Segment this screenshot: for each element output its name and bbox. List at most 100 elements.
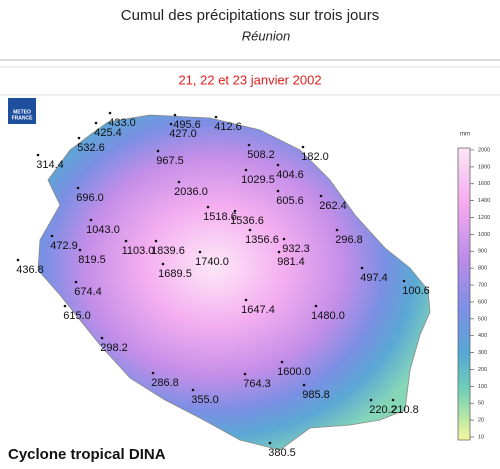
station-dot [280, 360, 284, 364]
legend-tick-label: 2000 [478, 147, 490, 153]
logo-text: FRANCE [12, 115, 33, 121]
station-dot [50, 234, 54, 238]
station-dot [198, 250, 202, 254]
station-value: 427.0 [169, 128, 197, 140]
station-value: 220.2 [369, 404, 397, 416]
station-dot [63, 304, 67, 308]
station-value: 262.4 [319, 200, 347, 212]
station-dot [314, 304, 318, 308]
station-value: 696.0 [76, 192, 104, 204]
station-value: 100.6 [402, 285, 430, 297]
station-value: 605.6 [276, 195, 304, 207]
station-value: 1689.5 [158, 268, 192, 280]
station-dot [124, 239, 128, 243]
station-dot [108, 111, 112, 115]
station-value: 985.8 [302, 389, 330, 401]
station-dot [244, 298, 248, 302]
legend-tick-label: 500 [478, 316, 487, 322]
station-dot [78, 248, 82, 252]
station-value: 1647.4 [241, 304, 275, 316]
station-value: 932.3 [282, 243, 310, 255]
station-value: 764.3 [243, 378, 271, 390]
legend-tick-label: 200 [478, 367, 487, 373]
legend-tick-label: 50 [478, 401, 484, 407]
footer: Cyclone tropical DINA [8, 446, 166, 463]
station-dot [335, 228, 339, 232]
station-dot [391, 398, 395, 402]
title: Cumul des précipitations sur trois jours [121, 7, 379, 24]
station-dot [169, 122, 173, 126]
station-value: 436.8 [16, 264, 44, 276]
station-dot [369, 398, 373, 402]
legend-tick-label: 10 [478, 434, 484, 440]
station-dot [302, 383, 306, 387]
legend-unit: mm [460, 132, 470, 138]
station-value: 1600.0 [277, 366, 311, 378]
station-dot [191, 388, 195, 392]
logo-text: METEO [13, 109, 31, 115]
station-value: 1103.0 [122, 245, 155, 257]
legend-tick-label: 1000 [478, 232, 490, 238]
station-value: 210.8 [391, 404, 419, 416]
station-dot [276, 163, 280, 167]
station-value: 497.4 [360, 272, 388, 284]
island [37, 114, 431, 451]
station-dot [206, 205, 210, 209]
logo [8, 98, 36, 124]
station-dot [277, 250, 281, 254]
station-dot [154, 239, 158, 243]
station-value: 433.0 [108, 117, 136, 129]
station-dot [89, 218, 93, 222]
station-value: 425.4 [94, 127, 122, 139]
station-value: 182.0 [301, 151, 329, 163]
station-value: 1043.0 [86, 224, 120, 236]
legend-tick-label: 600 [478, 299, 487, 305]
station-dot [402, 279, 406, 283]
station-value: 981.4 [277, 256, 305, 268]
station-value: 495.6 [173, 119, 201, 131]
station-dot [360, 266, 364, 270]
legend-tick-label: 1400 [478, 198, 490, 204]
legend-tick-label: 300 [478, 350, 487, 356]
colorbar [457, 147, 471, 441]
station-value: 472.9 [50, 240, 78, 252]
station-dot [151, 371, 155, 375]
station-dot [100, 336, 104, 340]
station-value: 286.8 [151, 377, 179, 389]
legend-tick-label: 400 [478, 333, 487, 339]
station-value: 508.2 [247, 149, 275, 161]
station-value: 674.4 [74, 286, 102, 298]
legend-tick-label: 1800 [478, 164, 490, 170]
station-dot [36, 153, 40, 157]
station-value: 298.2 [100, 342, 128, 354]
legend-tick-label: 20 [478, 418, 484, 424]
station-dot [77, 136, 81, 140]
station-dot [247, 143, 251, 147]
station-value: 532.6 [77, 142, 105, 154]
station-value: 1480.0 [311, 310, 345, 322]
station-value: 355.0 [191, 394, 219, 406]
station-value: 412.6 [214, 121, 242, 133]
date: 21, 22 et 23 janvier 2002 [178, 72, 321, 87]
station-dot [94, 121, 98, 125]
station-value: 1356.6 [245, 234, 279, 246]
station-dot [74, 280, 78, 284]
legend-tick-label: 700 [478, 283, 487, 289]
station-dot [248, 228, 252, 232]
station-dot [282, 237, 286, 241]
station-value: 1740.0 [195, 256, 229, 268]
station-value: 1839.6 [151, 245, 185, 257]
station-value: 404.6 [276, 169, 304, 181]
station-dot [276, 189, 280, 193]
station-value: 1518.6 [203, 211, 237, 223]
station-dot [214, 115, 218, 119]
station-dot [301, 145, 305, 149]
station-dot [177, 180, 181, 184]
legend-tick-label: 800 [478, 266, 487, 272]
station-value: 296.8 [335, 234, 363, 246]
station-dot [16, 258, 20, 262]
legend-tick-label: 1600 [478, 181, 490, 187]
station-value: 2036.0 [174, 186, 208, 198]
